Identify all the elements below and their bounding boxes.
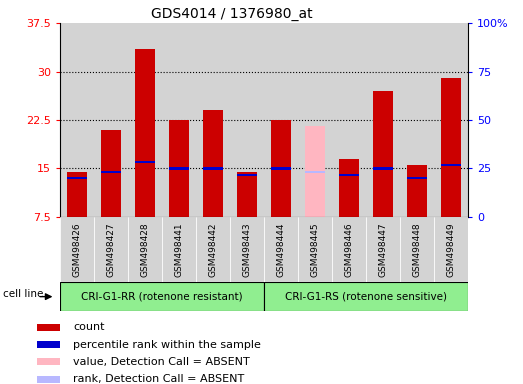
Text: rank, Detection Call = ABSENT: rank, Detection Call = ABSENT: [73, 374, 244, 384]
Bar: [196, 217, 230, 282]
Text: GSM498427: GSM498427: [107, 222, 116, 277]
Bar: [298, 217, 332, 282]
Bar: [441, 78, 461, 217]
Text: cell line: cell line: [3, 289, 43, 299]
Bar: [101, 130, 121, 217]
Bar: [366, 217, 400, 282]
Bar: [271, 167, 291, 170]
Bar: [101, 170, 121, 173]
Text: CRI-G1-RR (rotenone resistant): CRI-G1-RR (rotenone resistant): [81, 291, 243, 302]
Text: GSM498426: GSM498426: [73, 222, 82, 277]
Bar: [264, 282, 468, 311]
Bar: [135, 49, 155, 217]
Bar: [271, 120, 291, 217]
Bar: [60, 282, 264, 311]
Bar: [169, 120, 189, 217]
Text: GSM498442: GSM498442: [209, 222, 218, 277]
Text: GSM498444: GSM498444: [277, 222, 286, 277]
Bar: [305, 170, 325, 173]
Bar: [37, 341, 60, 348]
Bar: [434, 217, 468, 282]
Bar: [162, 217, 196, 282]
Bar: [60, 217, 94, 282]
Bar: [67, 172, 87, 217]
Bar: [67, 177, 87, 179]
Bar: [94, 23, 128, 217]
Bar: [407, 165, 427, 217]
Bar: [128, 217, 162, 282]
Bar: [196, 23, 230, 217]
Bar: [339, 159, 359, 217]
Title: GDS4014 / 1376980_at: GDS4014 / 1376980_at: [151, 7, 312, 21]
Bar: [169, 167, 189, 170]
Bar: [94, 217, 128, 282]
Bar: [37, 376, 60, 382]
Text: count: count: [73, 322, 105, 332]
Bar: [373, 167, 393, 170]
Text: GSM498445: GSM498445: [311, 222, 320, 277]
Bar: [332, 23, 366, 217]
Bar: [400, 23, 434, 217]
Bar: [135, 161, 155, 163]
Bar: [203, 110, 223, 217]
Text: GSM498441: GSM498441: [175, 222, 184, 277]
Bar: [305, 126, 325, 217]
Text: value, Detection Call = ABSENT: value, Detection Call = ABSENT: [73, 357, 250, 367]
Bar: [434, 23, 468, 217]
Bar: [339, 174, 359, 176]
Bar: [373, 91, 393, 217]
Bar: [162, 23, 196, 217]
Bar: [203, 167, 223, 170]
Bar: [366, 23, 400, 217]
Bar: [37, 324, 60, 331]
Bar: [128, 23, 162, 217]
Text: CRI-G1-RS (rotenone sensitive): CRI-G1-RS (rotenone sensitive): [285, 291, 447, 302]
Bar: [230, 217, 264, 282]
Bar: [332, 217, 366, 282]
Bar: [400, 217, 434, 282]
Bar: [264, 23, 298, 217]
Bar: [237, 172, 257, 217]
Bar: [237, 174, 257, 176]
Bar: [60, 23, 94, 217]
Text: GSM498448: GSM498448: [413, 222, 422, 277]
Text: percentile rank within the sample: percentile rank within the sample: [73, 339, 261, 349]
Text: GSM498449: GSM498449: [447, 222, 456, 277]
Bar: [264, 217, 298, 282]
Bar: [298, 23, 332, 217]
Bar: [37, 358, 60, 365]
Bar: [441, 164, 461, 166]
Text: GSM498446: GSM498446: [345, 222, 354, 277]
Text: GSM498447: GSM498447: [379, 222, 388, 277]
Text: GSM498443: GSM498443: [243, 222, 252, 277]
Bar: [230, 23, 264, 217]
Text: GSM498428: GSM498428: [141, 222, 150, 277]
Bar: [407, 177, 427, 179]
